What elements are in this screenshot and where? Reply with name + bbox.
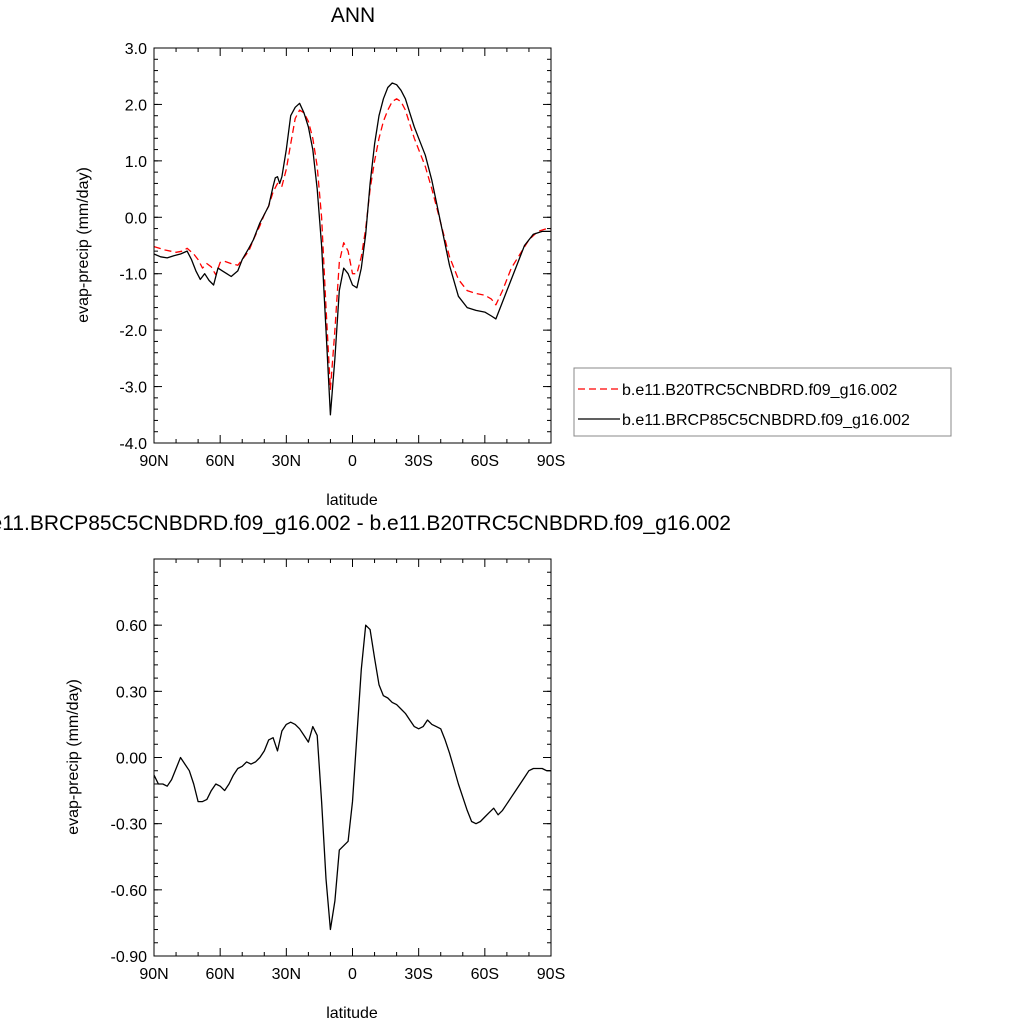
top-y-tick-label: 2.0	[125, 97, 147, 114]
legend-label-rcp85: b.e11.BRCP85C5CNBDRD.f09_g16.002	[622, 412, 910, 429]
top-chart-title: ANN	[331, 4, 375, 27]
bottom-x-tick-label: 60S	[471, 966, 499, 983]
top-x-tick-label: 30S	[404, 453, 432, 470]
top-x-tick-label: 90S	[537, 453, 565, 470]
bottom-y-tick-label: 0.00	[116, 751, 147, 768]
bottom-y-axis-label: evap-precip (mm/day)	[65, 679, 82, 835]
top-y-tick-label: -4.0	[119, 436, 147, 453]
bottom-chart-title: b.e11.BRCP85C5CNBDRD.f09_g16.002 - b.e11…	[0, 512, 731, 535]
bottom-y-tick-label: -0.30	[111, 817, 148, 834]
bottom-x-tick-label: 60N	[205, 966, 234, 983]
bottom-y-tick-label: 0.60	[116, 618, 147, 635]
legend-box	[573, 367, 952, 437]
bottom-panel: b.e11.BRCP85C5CNBDRD.f09_g16.002 - b.e11…	[0, 512, 731, 1022]
bottom-x-tick-label: 30N	[272, 966, 301, 983]
bottom-x-axis-label: latitude	[326, 1005, 378, 1022]
top-x-tick-label: 30N	[272, 453, 301, 470]
top-series-line-0	[153, 98, 551, 391]
bottom-x-tick-label: 30S	[404, 966, 432, 983]
top-y-tick-label: -3.0	[119, 380, 147, 397]
top-y-tick-label: -2.0	[119, 323, 147, 340]
bottom-y-tick-label: -0.90	[111, 949, 148, 966]
top-x-tick-label: 60N	[205, 453, 234, 470]
top-panel: ANN 90N 60N 30N 0 30S 60S 90S 3.0 2.0 1.0 0.0 -1.0 -…	[75, 4, 952, 509]
bottom-ticks: 90N 60N 30N 0 30S 60S 90S 0.60 0.30 0.00 -0.30 -0.6…	[111, 558, 565, 983]
top-x-tick-label: 0	[348, 453, 357, 470]
top-y-tick-label: 0.0	[125, 210, 147, 227]
top-y-tick-label: 1.0	[125, 154, 147, 171]
top-plot-frame	[153, 47, 552, 444]
top-x-tick-label: 90N	[139, 453, 168, 470]
bottom-x-tick-label: 0	[348, 966, 357, 983]
top-legend: b.e11.B20TRC5CNBDRD.f09_g16.002 b.e11.BR…	[573, 367, 952, 437]
bottom-x-tick-label: 90N	[139, 966, 168, 983]
bottom-chart-marks	[153, 624, 551, 931]
bottom-series-line-0	[153, 624, 551, 931]
top-ticks: 90N 60N 30N 0 30S 60S 90S 3.0 2.0 1.0 0.0 -1.0 -2.0 -…	[119, 41, 565, 470]
bottom-plot-frame	[153, 558, 552, 957]
bottom-y-tick-label: 0.30	[116, 684, 147, 701]
legend-label-historical: b.e11.B20TRC5CNBDRD.f09_g16.002	[622, 382, 898, 399]
top-x-tick-label: 60S	[471, 453, 499, 470]
bottom-x-tick-label: 90S	[537, 966, 565, 983]
top-x-axis-label: latitude	[326, 492, 378, 509]
top-y-tick-label: 3.0	[125, 41, 147, 58]
top-y-tick-label: -1.0	[119, 267, 147, 284]
top-y-axis-label: evap-precip (mm/day)	[75, 167, 92, 323]
bottom-y-tick-label: -0.60	[111, 883, 148, 900]
top-chart-marks	[153, 82, 551, 416]
top-series-line-1	[153, 82, 551, 416]
